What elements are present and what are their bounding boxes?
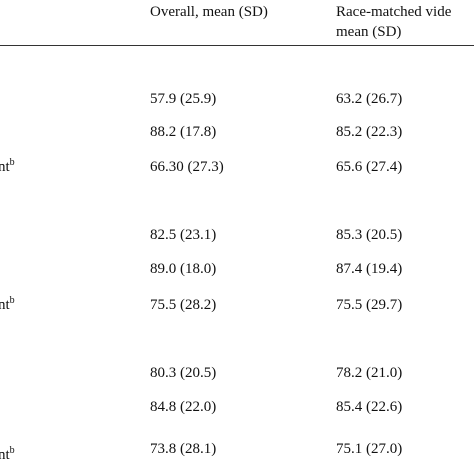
row-label-footnote: b <box>9 295 15 306</box>
header-race-matched-line1: Race-matched vide <box>336 4 452 20</box>
table-cell-overall: 80.3 (20.5) <box>150 365 217 381</box>
row-label-text: nt <box>0 297 10 313</box>
table-cell-overall: 84.8 (22.0) <box>150 399 217 415</box>
table-cell-overall: 89.0 (18.0) <box>150 261 217 277</box>
table-cell-overall: 66.30 (27.3) <box>150 159 224 175</box>
table-cell-overall: 88.2 (17.8) <box>150 124 217 140</box>
row-label-text: nt <box>0 447 10 463</box>
table-cell-race-matched: 85.4 (22.6) <box>336 399 403 415</box>
header-overall: Overall, mean (SD) <box>150 4 268 20</box>
table-cell-race-matched: 85.2 (22.3) <box>336 124 403 140</box>
row-label: ntb <box>0 158 15 176</box>
row-label: ntb <box>0 296 15 314</box>
table-cell-overall: 57.9 (25.9) <box>150 91 217 107</box>
table-cell-race-matched: 75.5 (29.7) <box>336 297 403 313</box>
table-cell-overall: 75.5 (28.2) <box>150 297 217 313</box>
table-cell-race-matched: 75.1 (27.0) <box>336 441 403 457</box>
header-race-matched-line2: mean (SD) <box>336 24 402 40</box>
table-cell-race-matched: 85.3 (20.5) <box>336 227 403 243</box>
table-cell-overall: 82.5 (23.1) <box>150 227 217 243</box>
table-cell-race-matched: 78.2 (21.0) <box>336 365 403 381</box>
table-cell-race-matched: 65.6 (27.4) <box>336 159 403 175</box>
header-rule <box>0 45 474 46</box>
row-label-footnote: b <box>9 445 15 456</box>
table-cell-race-matched: 87.4 (19.4) <box>336 261 403 277</box>
row-label-footnote: b <box>9 157 15 168</box>
row-label: ntb <box>0 446 15 464</box>
row-label-text: nt <box>0 159 10 175</box>
table-cell-race-matched: 63.2 (26.7) <box>336 91 403 107</box>
table-cell-overall: 73.8 (28.1) <box>150 441 217 457</box>
